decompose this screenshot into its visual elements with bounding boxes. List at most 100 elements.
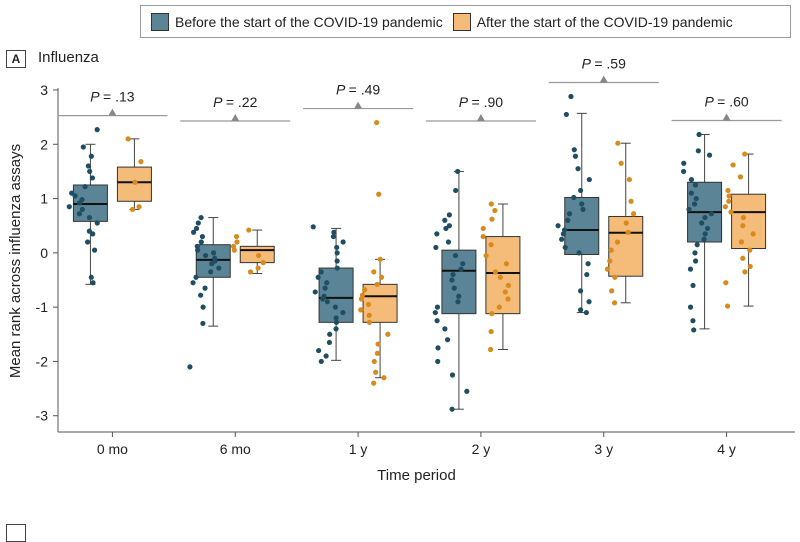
data-point-before <box>198 292 204 298</box>
data-point-after <box>607 258 613 264</box>
data-point-before <box>89 175 96 181</box>
data-point-before <box>316 347 322 354</box>
data-point-before <box>340 309 346 316</box>
data-point-after <box>608 247 614 253</box>
data-point-after <box>376 191 382 197</box>
data-point-before <box>696 131 702 138</box>
p-value-marker <box>599 75 608 83</box>
data-point-before <box>559 236 565 242</box>
data-point-after <box>487 346 494 353</box>
data-point-before <box>579 201 585 207</box>
data-point-before <box>555 223 561 229</box>
data-point-before <box>202 252 209 259</box>
data-point-before <box>566 211 573 217</box>
box-before <box>564 196 600 255</box>
x-tick-label: 6 mo <box>220 441 251 457</box>
data-point-before <box>687 266 694 272</box>
data-point-before <box>449 406 455 412</box>
data-point-before <box>688 176 695 183</box>
p-value-label: P = .22 <box>213 94 257 110</box>
data-point-after <box>724 303 731 309</box>
data-point-before <box>72 193 78 199</box>
data-point-before <box>340 239 346 245</box>
data-point-after <box>488 201 494 207</box>
x-tick-label: 3 y <box>594 441 613 457</box>
data-point-before <box>585 261 591 267</box>
data-point-before <box>334 244 340 251</box>
p-value-marker <box>354 101 363 109</box>
data-point-after <box>740 255 746 261</box>
data-point-before <box>94 220 100 226</box>
data-point-before <box>446 212 452 218</box>
data-point-before <box>198 239 204 245</box>
data-point-after <box>740 214 747 221</box>
data-point-before <box>90 231 96 237</box>
data-point-before <box>586 176 592 183</box>
data-point-after <box>233 233 240 240</box>
data-point-before <box>66 204 72 210</box>
data-point-before <box>575 166 581 172</box>
data-point-before <box>190 280 196 286</box>
data-point-before <box>209 261 215 267</box>
legend-item-before: Before the start of the COVID-19 pandemi… <box>151 12 443 31</box>
legend-label-before: Before the start of the COVID-19 pandemi… <box>175 13 443 30</box>
data-point-before <box>453 187 459 194</box>
data-point-after <box>129 206 136 213</box>
data-point-before <box>563 111 569 118</box>
data-point-after <box>604 266 611 272</box>
y-tick-label: 3 <box>40 82 48 98</box>
data-point-before <box>444 337 451 343</box>
data-point-before <box>318 358 324 365</box>
p-value-marker <box>476 114 485 121</box>
data-point-before <box>199 233 206 240</box>
data-point-before <box>692 250 698 256</box>
data-point-before <box>562 244 568 251</box>
data-point-before <box>690 318 696 324</box>
data-point-before <box>208 269 214 275</box>
panel-title: Influenza <box>38 49 99 66</box>
data-point-after <box>488 328 494 335</box>
data-point-before <box>334 258 340 264</box>
data-point-before <box>568 93 574 100</box>
x-tick-label: 1 y <box>349 441 368 457</box>
p-value-marker <box>722 113 731 121</box>
data-point-before <box>195 247 201 253</box>
data-point-before <box>332 304 338 310</box>
data-point-before <box>323 353 329 359</box>
data-point-after <box>374 350 380 356</box>
data-point-after <box>723 280 729 286</box>
legend-swatch-before <box>151 12 169 31</box>
data-point-before <box>572 153 579 159</box>
x-tick-label: 4 y <box>717 441 736 457</box>
data-point-before <box>434 318 440 324</box>
data-point-before <box>686 206 692 213</box>
data-point-after <box>371 358 377 365</box>
data-point-after <box>740 223 746 229</box>
data-point-before <box>88 153 94 159</box>
data-point-after <box>503 261 510 267</box>
data-point-before <box>320 296 326 302</box>
data-point-before <box>82 184 88 190</box>
data-point-before <box>571 147 577 153</box>
data-point-before <box>704 225 711 232</box>
data-point-before <box>451 285 457 291</box>
data-point-after <box>260 260 266 266</box>
data-point-after <box>234 239 240 245</box>
data-point-after <box>489 311 495 317</box>
data-point-before <box>445 239 452 245</box>
data-point-after <box>750 231 756 237</box>
data-point-after <box>618 160 624 166</box>
data-point-before <box>690 282 696 289</box>
data-point-before <box>94 127 100 133</box>
data-point-before <box>432 309 438 316</box>
data-point-before <box>193 225 200 232</box>
data-point-after <box>630 211 637 217</box>
data-point-after <box>505 282 511 289</box>
data-point-after <box>371 380 377 386</box>
data-point-after <box>725 187 731 194</box>
data-point-after <box>492 207 498 214</box>
data-point-before <box>578 307 584 313</box>
data-point-after <box>247 269 254 275</box>
data-point-before <box>449 372 456 378</box>
data-point-before <box>452 252 459 259</box>
